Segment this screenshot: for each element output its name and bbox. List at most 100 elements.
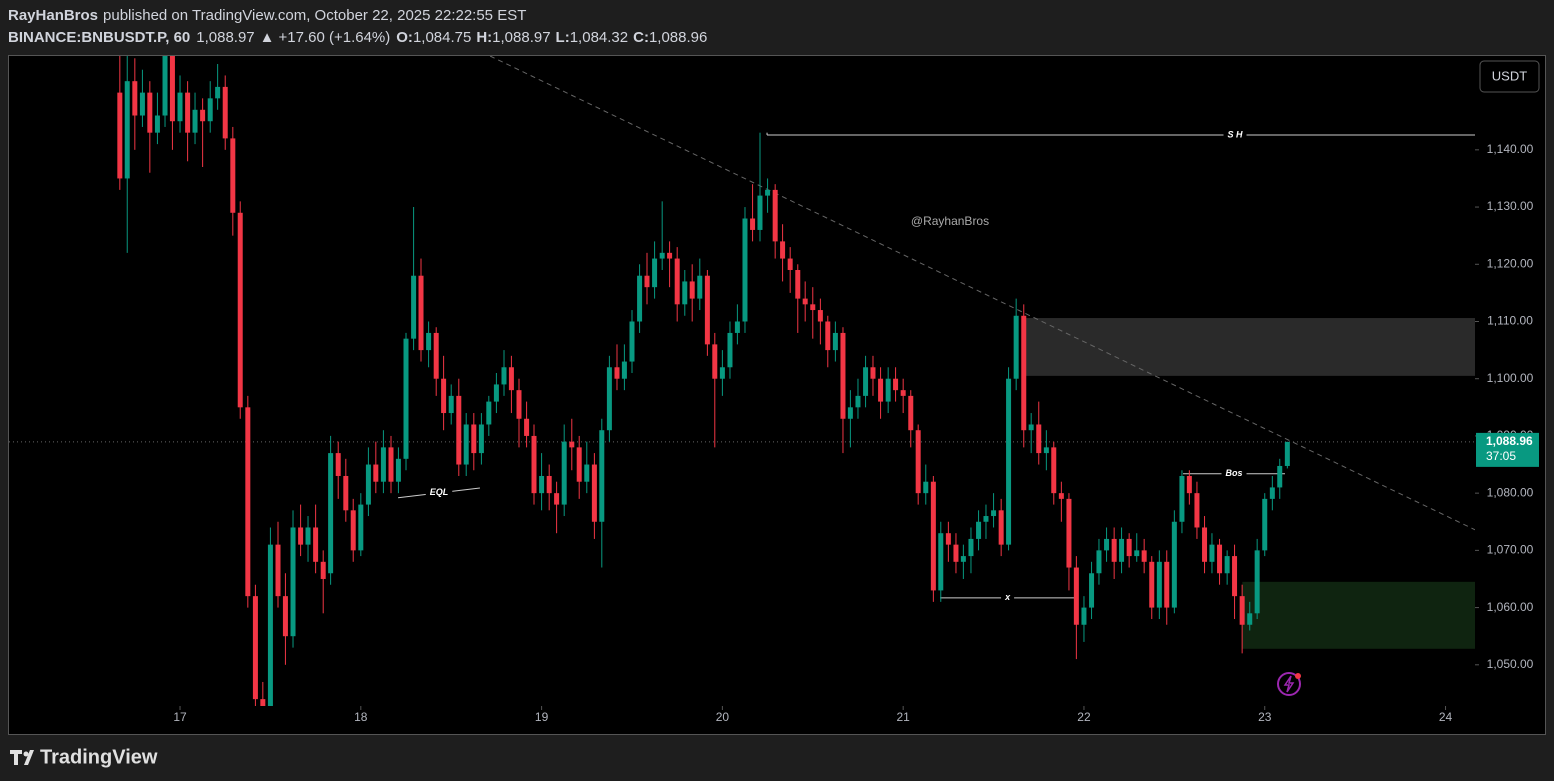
candle-body [674,258,680,305]
candle-body [659,252,665,259]
candle-body [313,527,319,562]
price-label: 1,088.96 [1486,434,1533,448]
brand-logo: TradingView [10,746,158,768]
candle-body [1186,475,1192,494]
published: published on TradingView.com, October 22… [103,7,526,24]
zone [1023,318,1475,376]
level-label-bg [1223,128,1247,141]
candle-body [998,510,1004,545]
candle-body [991,510,997,517]
candle-body [132,81,138,116]
candle-body [1284,441,1290,466]
candle-body [569,441,575,448]
y-tick-label: 1,120.00 [1487,256,1534,270]
ohlc-value: 1,084.32 [570,29,628,46]
candle-body [1104,538,1110,551]
price-label-box [1476,432,1539,467]
candle-body [185,92,191,133]
candle-body [177,92,183,122]
candle-body [810,304,816,311]
level-label-bg [1001,591,1015,604]
candle-body [712,344,718,379]
candle-body [863,367,869,396]
y-tick-label: 1,050.00 [1487,657,1534,671]
candle-body [282,596,288,637]
candle-body [275,544,281,597]
candle-body [463,424,469,465]
y-tick-label: 1,110.00 [1487,314,1533,328]
candle-body [1043,447,1049,454]
candle-body [237,212,243,408]
candle-body [1224,556,1230,574]
candle-body [606,367,612,431]
candle-body [953,544,959,562]
currency-button[interactable] [1479,60,1540,93]
candle-body [1179,475,1185,522]
candle-body [772,189,778,242]
candle-body [1126,538,1132,557]
candle-body [1232,556,1238,597]
ohlc-value: 1,084.75 [413,29,471,46]
candle-body [267,544,273,706]
ohlc-label: L: [556,29,570,46]
candle-body [1111,538,1117,562]
candle-body [629,321,635,362]
candle-body [908,395,914,431]
candle-body [742,218,748,322]
candle-body [832,332,838,351]
candle-body [380,447,386,482]
currency-button-label[interactable]: USDT [1492,68,1527,83]
candle-body [1028,424,1034,431]
candle-body [1073,567,1079,625]
candle-body [727,332,733,368]
candle-body [765,189,771,196]
candle-body [456,395,462,465]
candle-body [441,378,447,414]
candle-body [591,464,597,522]
candle-body [584,464,590,482]
level-label: EQL [430,487,449,497]
candle-body [1164,561,1170,608]
candle-body [320,561,326,579]
ohlc-label: H: [476,29,492,46]
author: RayHanBros [8,7,98,24]
candle-body [260,699,266,706]
x-tick-label: 17 [173,710,187,724]
candle-body [162,56,168,116]
candle-body [426,332,432,351]
candle-body [667,252,673,259]
candle-body [546,475,552,494]
x-tick-label: 22 [1077,710,1091,724]
last-price: 1,088.97 [196,29,254,46]
candle-body [124,81,130,179]
candle-body [418,275,424,351]
candle-body [915,430,921,494]
candle-body [448,395,454,414]
x-tick-label: 24 [1439,710,1453,724]
candle-body [968,538,974,557]
candle-body [1058,493,1064,499]
candle-body [200,109,206,122]
candle-body [471,424,477,454]
candle-body [117,92,123,179]
candle-body [960,556,966,562]
candle-body [222,86,228,139]
candle-body [614,367,620,379]
candle-body [938,533,944,591]
countdown: 37:05 [1486,449,1516,463]
ohlc-value: 1,088.97 [492,29,550,46]
candle-body [1006,378,1012,545]
candle-body [486,401,492,425]
x-tick-label: 21 [896,710,910,724]
candle-body [652,258,658,288]
candle-body [335,453,341,476]
candle-body [840,332,846,419]
candle-body [230,138,236,213]
x-tick-label: 18 [354,710,368,724]
candle-body [689,281,695,299]
level-label: x [1004,592,1011,602]
candle-body [1119,538,1125,562]
candle-body [358,504,364,551]
candle-body [750,218,756,230]
level-label-bg [1221,467,1247,480]
